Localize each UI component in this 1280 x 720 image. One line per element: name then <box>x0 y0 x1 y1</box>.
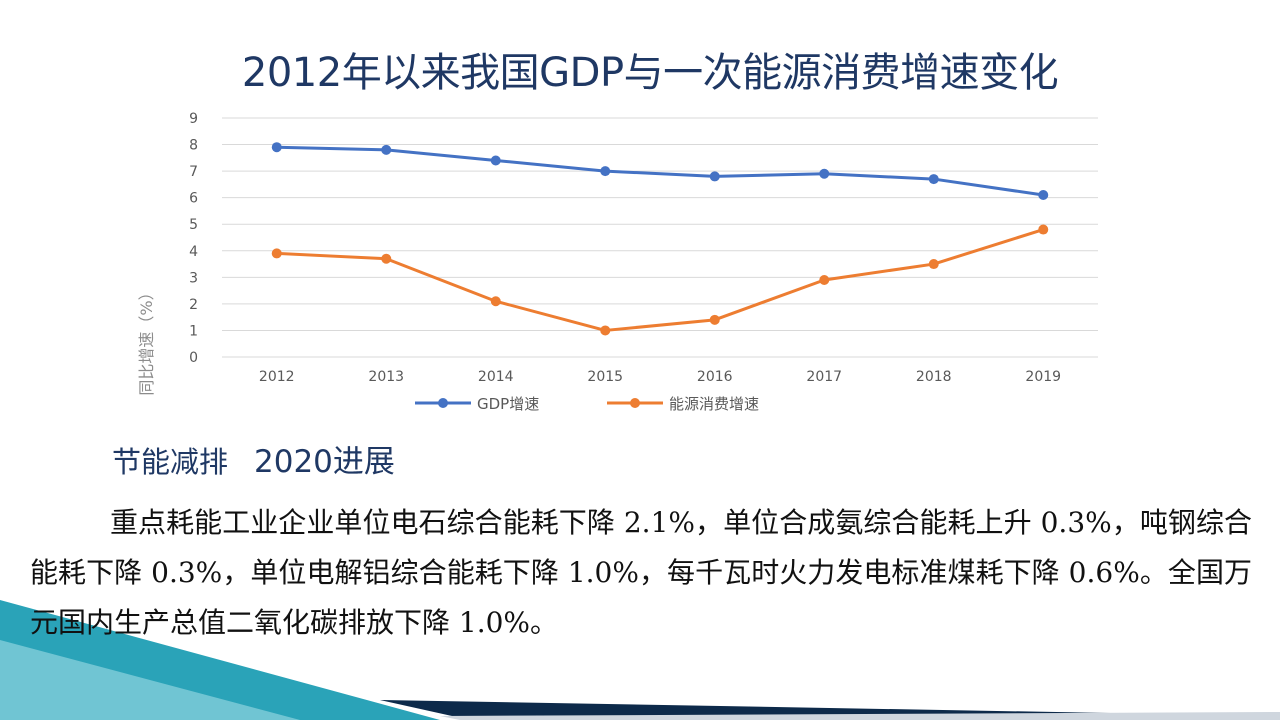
data-point <box>600 325 611 336</box>
data-point <box>381 253 392 264</box>
y-tick-label: 9 <box>189 111 198 127</box>
series-line-1 <box>276 145 1044 197</box>
y-tick-label: 4 <box>189 244 198 260</box>
data-point <box>709 314 720 325</box>
section-heading-progress: 2020进展 <box>254 444 395 480</box>
y-tick-label: 5 <box>189 217 198 233</box>
x-tick-label: 2014 <box>478 369 514 385</box>
body-paragraph: 重点耗能工业企业单位电石综合能耗下降 2.1%，单位合成氨综合能耗上升 0.3%… <box>30 506 1252 639</box>
x-tick-label: 2019 <box>1025 369 1061 385</box>
chart-series <box>271 142 1049 336</box>
x-axis-ticks: 2012 2013 2014 2015 2016 2017 2018 2019 <box>259 369 1061 385</box>
data-point <box>819 274 830 285</box>
data-point <box>381 144 392 155</box>
data-point <box>271 248 282 259</box>
slide-title: 2012年以来我国GDP与一次能源消费增速变化 <box>241 50 1059 96</box>
decor-grey-wedge <box>440 712 1280 720</box>
legend-swatch-marker <box>438 398 448 408</box>
chart-legend: GDP增速 能源消费增速 <box>415 395 759 413</box>
x-tick-label: 2016 <box>697 369 733 385</box>
legend-label: GDP增速 <box>477 395 539 413</box>
data-point <box>928 259 939 270</box>
decor-light-wedge <box>0 640 300 720</box>
x-tick-label: 2013 <box>368 369 404 385</box>
data-point <box>490 296 501 307</box>
data-point <box>1038 190 1049 201</box>
data-point <box>1038 224 1049 235</box>
y-tick-label: 6 <box>189 191 198 207</box>
legend-label: 能源消费增速 <box>669 395 759 413</box>
y-tick-label: 7 <box>189 164 198 180</box>
section-heading-main: 节能减排 <box>112 445 229 479</box>
y-axis-label: 同比增速（%） <box>137 284 156 395</box>
section-heading: 节能减排 2020进展 <box>112 436 395 481</box>
data-point <box>819 168 830 179</box>
data-point <box>709 171 720 182</box>
y-tick-label: 0 <box>189 350 198 366</box>
data-point <box>490 155 501 166</box>
y-axis-ticks: 0 1 2 3 4 5 6 7 8 9 <box>189 111 198 366</box>
x-tick-label: 2017 <box>806 369 842 385</box>
x-tick-label: 2018 <box>916 369 952 385</box>
chart-grid <box>222 117 1098 358</box>
y-tick-label: 1 <box>189 323 198 339</box>
y-tick-label: 2 <box>189 297 198 313</box>
data-point <box>928 174 939 185</box>
y-tick-label: 8 <box>189 138 198 154</box>
decor-dark-wedge <box>380 700 1280 720</box>
x-tick-label: 2012 <box>259 369 295 385</box>
x-tick-label: 2015 <box>587 369 623 385</box>
legend-swatch-marker <box>630 398 640 408</box>
data-point <box>600 166 611 177</box>
y-tick-label: 3 <box>189 270 198 286</box>
series-line-2 <box>276 228 1044 332</box>
data-point <box>271 142 282 153</box>
